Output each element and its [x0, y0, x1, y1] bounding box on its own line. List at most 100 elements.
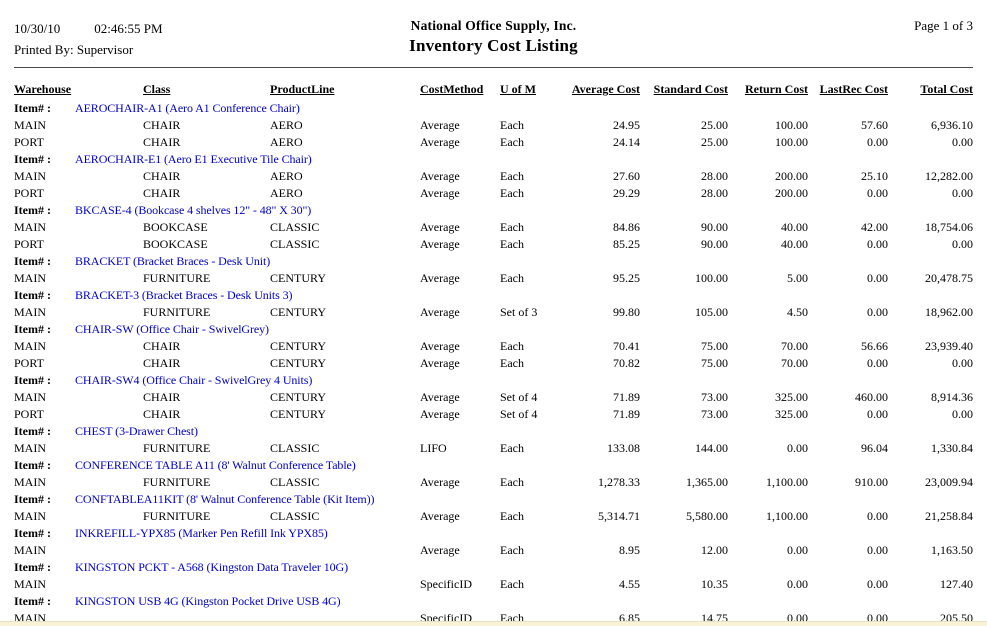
cell-average-cost: 95.25: [613, 271, 640, 285]
cell-product-line: CLASSIC: [270, 441, 320, 455]
cell-product-line: CLASSIC: [270, 475, 320, 489]
cell-return-cost: 200.00: [775, 169, 808, 183]
cell-average-cost: 70.41: [613, 339, 640, 353]
cell-total-cost: 0.00: [952, 135, 973, 149]
cell-return-cost: 40.00: [781, 220, 808, 234]
item-link[interactable]: AEROCHAIR-A1 (Aero A1 Conference Chair): [75, 101, 300, 115]
item-link[interactable]: CONFTABLEA11KIT (8' Walnut Conference Ta…: [75, 492, 375, 506]
cell-lastrec-cost: 0.00: [867, 305, 888, 319]
item-link[interactable]: CHAIR-SW (Office Chair - SwivelGrey): [75, 322, 269, 336]
table-row: PORT BOOKCASE CLASSIC Average Each 85.25 90.00…: [14, 236, 973, 253]
item-number-label: Item# :: [14, 203, 51, 217]
cell-total-cost: 1,330.84: [931, 441, 973, 455]
cell-uofm: Each: [500, 169, 524, 183]
item-number-label: Item# :: [14, 594, 51, 608]
item-link[interactable]: INKREFILL-YPX85 (Marker Pen Refill Ink Y…: [75, 526, 328, 540]
cell-cost-method: Average: [420, 543, 460, 557]
cell-product-line: CENTURY: [270, 271, 327, 285]
item-row: Item# : AEROCHAIR-E1 (Aero E1 Executive T…: [14, 151, 973, 168]
item-link[interactable]: KINGSTON USB 4G (Kingston Pocket Drive U…: [75, 594, 341, 608]
col-header-uofm: U of M: [500, 82, 536, 96]
header-divider: [14, 67, 973, 68]
cell-total-cost: 0.00: [952, 237, 973, 251]
item-link[interactable]: KINGSTON PCKT - A568 (Kingston Data Trav…: [75, 560, 348, 574]
cell-cost-method: Average: [420, 186, 460, 200]
cell-return-cost: 0.00: [787, 577, 808, 591]
table-row: MAIN BOOKCASE CLASSIC Average Each 84.86 90.00…: [14, 219, 973, 236]
item-link[interactable]: BRACKET (Bracket Braces - Desk Unit): [75, 254, 271, 268]
cell-total-cost: 0.00: [952, 186, 973, 200]
cell-lastrec-cost: 56.66: [861, 339, 888, 353]
item-number-label: Item# :: [14, 288, 51, 302]
cell-cost-method: Average: [420, 356, 460, 370]
table-row: MAIN Average Each 8.95 12.00 0.00 0.00 1,163.50: [14, 542, 973, 559]
cell-average-cost: 5,314.71: [598, 509, 640, 523]
cell-class: FURNITURE: [143, 271, 211, 285]
cell-uofm: Set of 4: [500, 407, 538, 421]
item-link[interactable]: AEROCHAIR-E1 (Aero E1 Executive Tile Cha…: [75, 152, 312, 166]
item-link[interactable]: CHAIR-SW4 (Office Chair - SwivelGrey 4 U…: [75, 373, 313, 387]
cell-standard-cost: 28.00: [701, 186, 728, 200]
item-link[interactable]: BKCASE-4 (Bookcase 4 shelves 12" - 48" X…: [75, 203, 312, 217]
company-name: National Office Supply, Inc.: [410, 18, 577, 33]
cell-warehouse: MAIN: [14, 577, 46, 591]
cell-average-cost: 84.86: [613, 220, 640, 234]
cell-standard-cost: 12.00: [701, 543, 728, 557]
cell-total-cost: 20,478.75: [925, 271, 973, 285]
cell-lastrec-cost: 0.00: [867, 543, 888, 557]
cell-return-cost: 325.00: [775, 407, 808, 421]
cell-uofm: Each: [500, 135, 524, 149]
cell-cost-method: LIFO: [420, 441, 447, 455]
cell-warehouse: PORT: [14, 356, 44, 370]
cell-cost-method: Average: [420, 407, 460, 421]
printed-by: Printed By: Supervisor: [14, 42, 134, 57]
cell-standard-cost: 90.00: [701, 237, 728, 251]
cell-cost-method: Average: [420, 220, 460, 234]
cell-return-cost: 1,100.00: [766, 509, 808, 523]
print-date-line: 10/30/10 02:46:55 PM: [14, 18, 314, 39]
cell-standard-cost: 1,365.00: [686, 475, 728, 489]
cell-average-cost: 85.25: [613, 237, 640, 251]
cell-warehouse: MAIN: [14, 441, 46, 455]
table-row: MAIN CHAIR AERO Average Each 24.95 25.00 100.00…: [14, 117, 973, 134]
cell-product-line: CENTURY: [270, 339, 327, 353]
cell-warehouse: MAIN: [14, 475, 46, 489]
item-row: Item# : CHAIR-SW (Office Chair - SwivelGr…: [14, 321, 973, 338]
cell-product-line: AERO: [270, 186, 303, 200]
cell-return-cost: 70.00: [781, 339, 808, 353]
cell-cost-method: Average: [420, 339, 460, 353]
item-link[interactable]: BRACKET-3 (Bracket Braces - Desk Units 3…: [75, 288, 293, 302]
cell-uofm: Each: [500, 577, 524, 591]
table-row: MAIN FURNITURE CENTURY Average Set of 3 99.80…: [14, 304, 973, 321]
col-header-product-line: ProductLine: [270, 82, 335, 96]
item-link[interactable]: CONFERENCE TABLE A11 (8' Walnut Conferen…: [75, 458, 356, 472]
item-number-label: Item# :: [14, 101, 51, 115]
cell-total-cost: 18,754.06: [925, 220, 973, 234]
item-row: Item# : BRACKET (Bracket Braces - Desk Un…: [14, 253, 973, 270]
cell-lastrec-cost: 0.00: [867, 407, 888, 421]
cell-standard-cost: 5,580.00: [686, 509, 728, 523]
cell-warehouse: MAIN: [14, 271, 46, 285]
cell-lastrec-cost: 0.00: [867, 135, 888, 149]
table-row: MAIN FURNITURE CLASSIC Average Each 1,278.33 1…: [14, 474, 973, 491]
cell-standard-cost: 105.00: [695, 305, 728, 319]
item-link[interactable]: CHEST (3-Drawer Chest): [75, 424, 198, 438]
cell-warehouse: MAIN: [14, 509, 46, 523]
cell-total-cost: 8,914.36: [931, 390, 973, 404]
cell-average-cost: 70.82: [613, 356, 640, 370]
cell-class: CHAIR: [143, 407, 181, 421]
item-row: Item# : INKREFILL-YPX85 (Marker Pen Refil…: [14, 525, 973, 542]
cell-total-cost: 12,282.00: [925, 169, 973, 183]
col-header-return-cost: Return Cost: [745, 82, 808, 96]
item-row: Item# : CONFTABLEA11KIT (8' Walnut Confer…: [14, 491, 973, 508]
cell-class: FURNITURE: [143, 441, 211, 455]
cell-warehouse: PORT: [14, 237, 44, 251]
cell-return-cost: 40.00: [781, 237, 808, 251]
cell-uofm: Each: [500, 441, 524, 455]
cell-product-line: CENTURY: [270, 390, 327, 404]
cell-uofm: Each: [500, 475, 524, 489]
cell-cost-method: Average: [420, 118, 460, 132]
item-number-label: Item# :: [14, 492, 51, 506]
cell-uofm: Set of 3: [500, 305, 538, 319]
cell-average-cost: 27.60: [613, 169, 640, 183]
